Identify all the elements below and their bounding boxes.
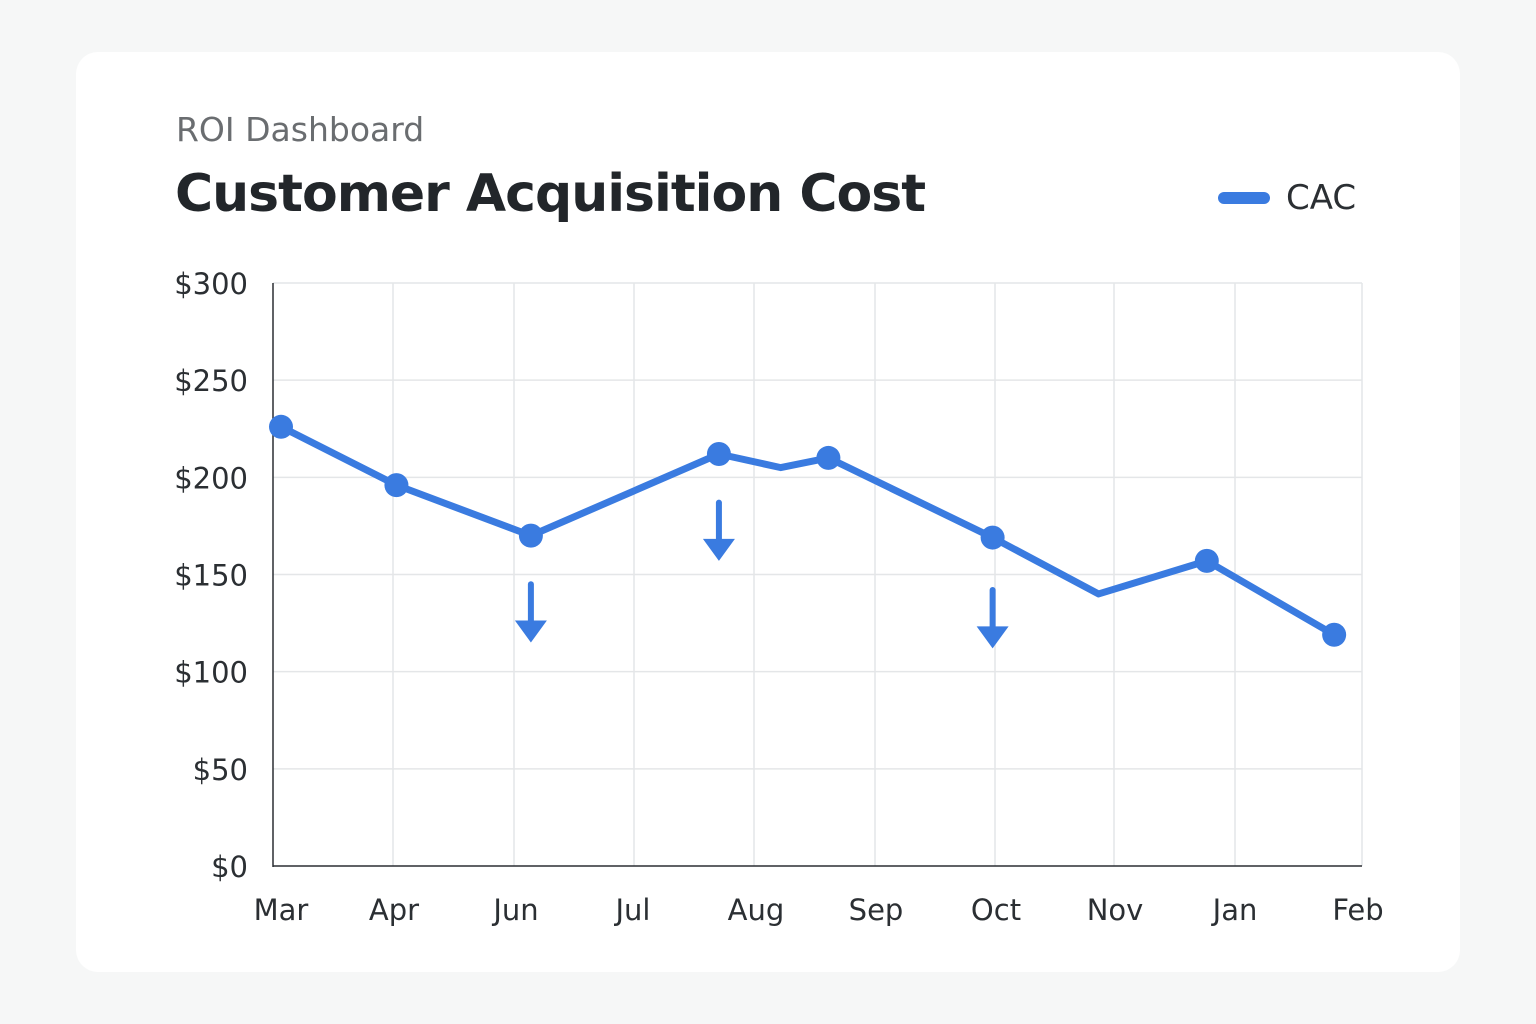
y-tick-label: $0 <box>211 850 248 884</box>
y-tick-label: $50 <box>193 753 248 787</box>
data-point <box>816 445 841 470</box>
legend: CAC <box>1218 178 1356 218</box>
legend-label-cac: CAC <box>1286 178 1357 218</box>
x-tick-label: Mar <box>254 893 309 927</box>
x-tick-label: Apr <box>369 893 419 927</box>
chart-card <box>76 52 1460 972</box>
down-arrow-icon <box>976 587 1009 649</box>
series-line-cac <box>277 423 1338 639</box>
x-tick-label: Aug <box>728 893 785 927</box>
y-tick-label: $150 <box>174 559 248 593</box>
data-point <box>1194 548 1219 573</box>
data-point <box>384 473 409 498</box>
y-tick-label: $100 <box>174 656 248 690</box>
x-tick-label: Oct <box>971 893 1021 927</box>
x-tick-label: Sep <box>849 893 904 927</box>
y-tick-label: $300 <box>174 267 248 301</box>
y-tick-label: $250 <box>174 364 248 398</box>
data-point <box>980 525 1005 550</box>
x-tick-label: Jan <box>1211 893 1258 927</box>
down-arrow-icon <box>514 581 547 643</box>
down-arrow-icon <box>702 499 735 561</box>
chart-title: Customer Acquisition Cost <box>175 164 926 224</box>
data-point <box>706 442 731 467</box>
data-point <box>518 523 543 548</box>
x-tick-label: Jul <box>614 893 651 927</box>
dashboard-subtitle: ROI Dashboard <box>176 110 425 149</box>
legend-swatch-cac <box>1218 192 1270 204</box>
y-tick-label: $200 <box>174 461 248 495</box>
x-tick-label: Nov <box>1087 893 1144 927</box>
data-point <box>269 414 293 439</box>
x-tick-label: Feb <box>1332 893 1383 927</box>
x-tick-label: Jun <box>491 893 538 927</box>
data-point <box>1322 622 1347 647</box>
